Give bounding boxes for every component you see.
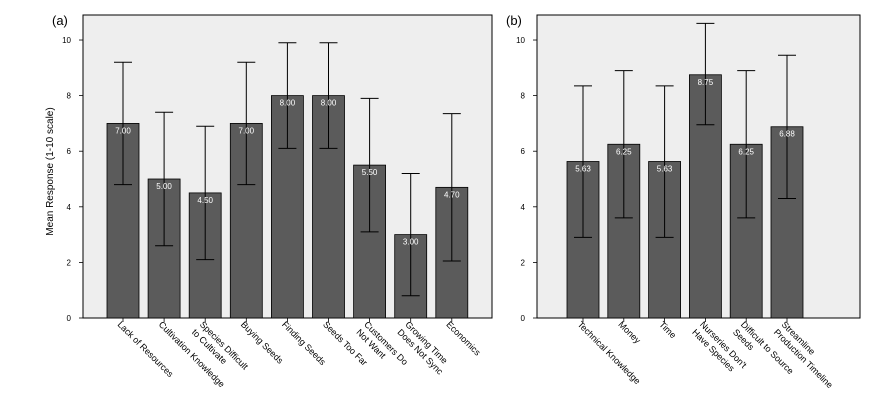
data-label: 8.00	[321, 99, 337, 108]
x-tick-label-line: Finding Seeds	[280, 319, 328, 367]
y-tick-label: 10	[516, 36, 525, 45]
data-label: 8.75	[698, 78, 714, 87]
x-tick-label: Economics	[444, 319, 483, 358]
y-tick-label: 0	[67, 314, 72, 323]
y-tick-label: 4	[521, 203, 526, 212]
data-label: 5.00	[156, 182, 172, 191]
x-tick-label-line: Economics	[444, 319, 483, 358]
y-tick-label: 2	[521, 258, 526, 267]
data-label: 6.25	[738, 147, 754, 156]
data-label: 7.00	[239, 126, 255, 135]
x-tick-label: Money	[616, 319, 643, 346]
data-label: 6.25	[616, 147, 632, 156]
data-label: 4.50	[197, 196, 213, 205]
data-label: 6.88	[779, 130, 795, 139]
data-label: 5.63	[575, 164, 591, 173]
y-tick-label: 8	[67, 92, 72, 101]
data-label: 7.00	[115, 126, 131, 135]
x-tick-label: Time	[657, 319, 678, 340]
panel-label: (b)	[506, 13, 522, 28]
data-label: 8.00	[280, 99, 296, 108]
y-tick-label: 10	[62, 36, 71, 45]
x-tick-label-line: Time	[657, 319, 678, 340]
panel-label: (a)	[52, 13, 68, 28]
y-tick-label: 6	[521, 147, 526, 156]
data-label: 4.70	[444, 190, 460, 199]
x-tick-label: Growing TimeDoes Not Sync	[396, 319, 454, 377]
data-label: 5.50	[362, 168, 378, 177]
panel-a: (a) 0 2 4 6 8 10 Mean Response (1-10 scale) 7.00…	[45, 13, 493, 389]
y-tick-label: 2	[67, 258, 72, 267]
x-tick-label: Finding Seeds	[280, 319, 328, 367]
data-label: 5.63	[657, 164, 673, 173]
y-tick-label: 8	[521, 92, 526, 101]
y-tick-label: 4	[67, 203, 72, 212]
y-tick-label: 0	[521, 314, 526, 323]
y-tick-label: 6	[67, 147, 72, 156]
data-label: 3.00	[403, 238, 419, 247]
y-axis-title: Mean Response (1-10 scale)	[45, 107, 56, 235]
x-tick-label-line: Money	[616, 319, 643, 346]
